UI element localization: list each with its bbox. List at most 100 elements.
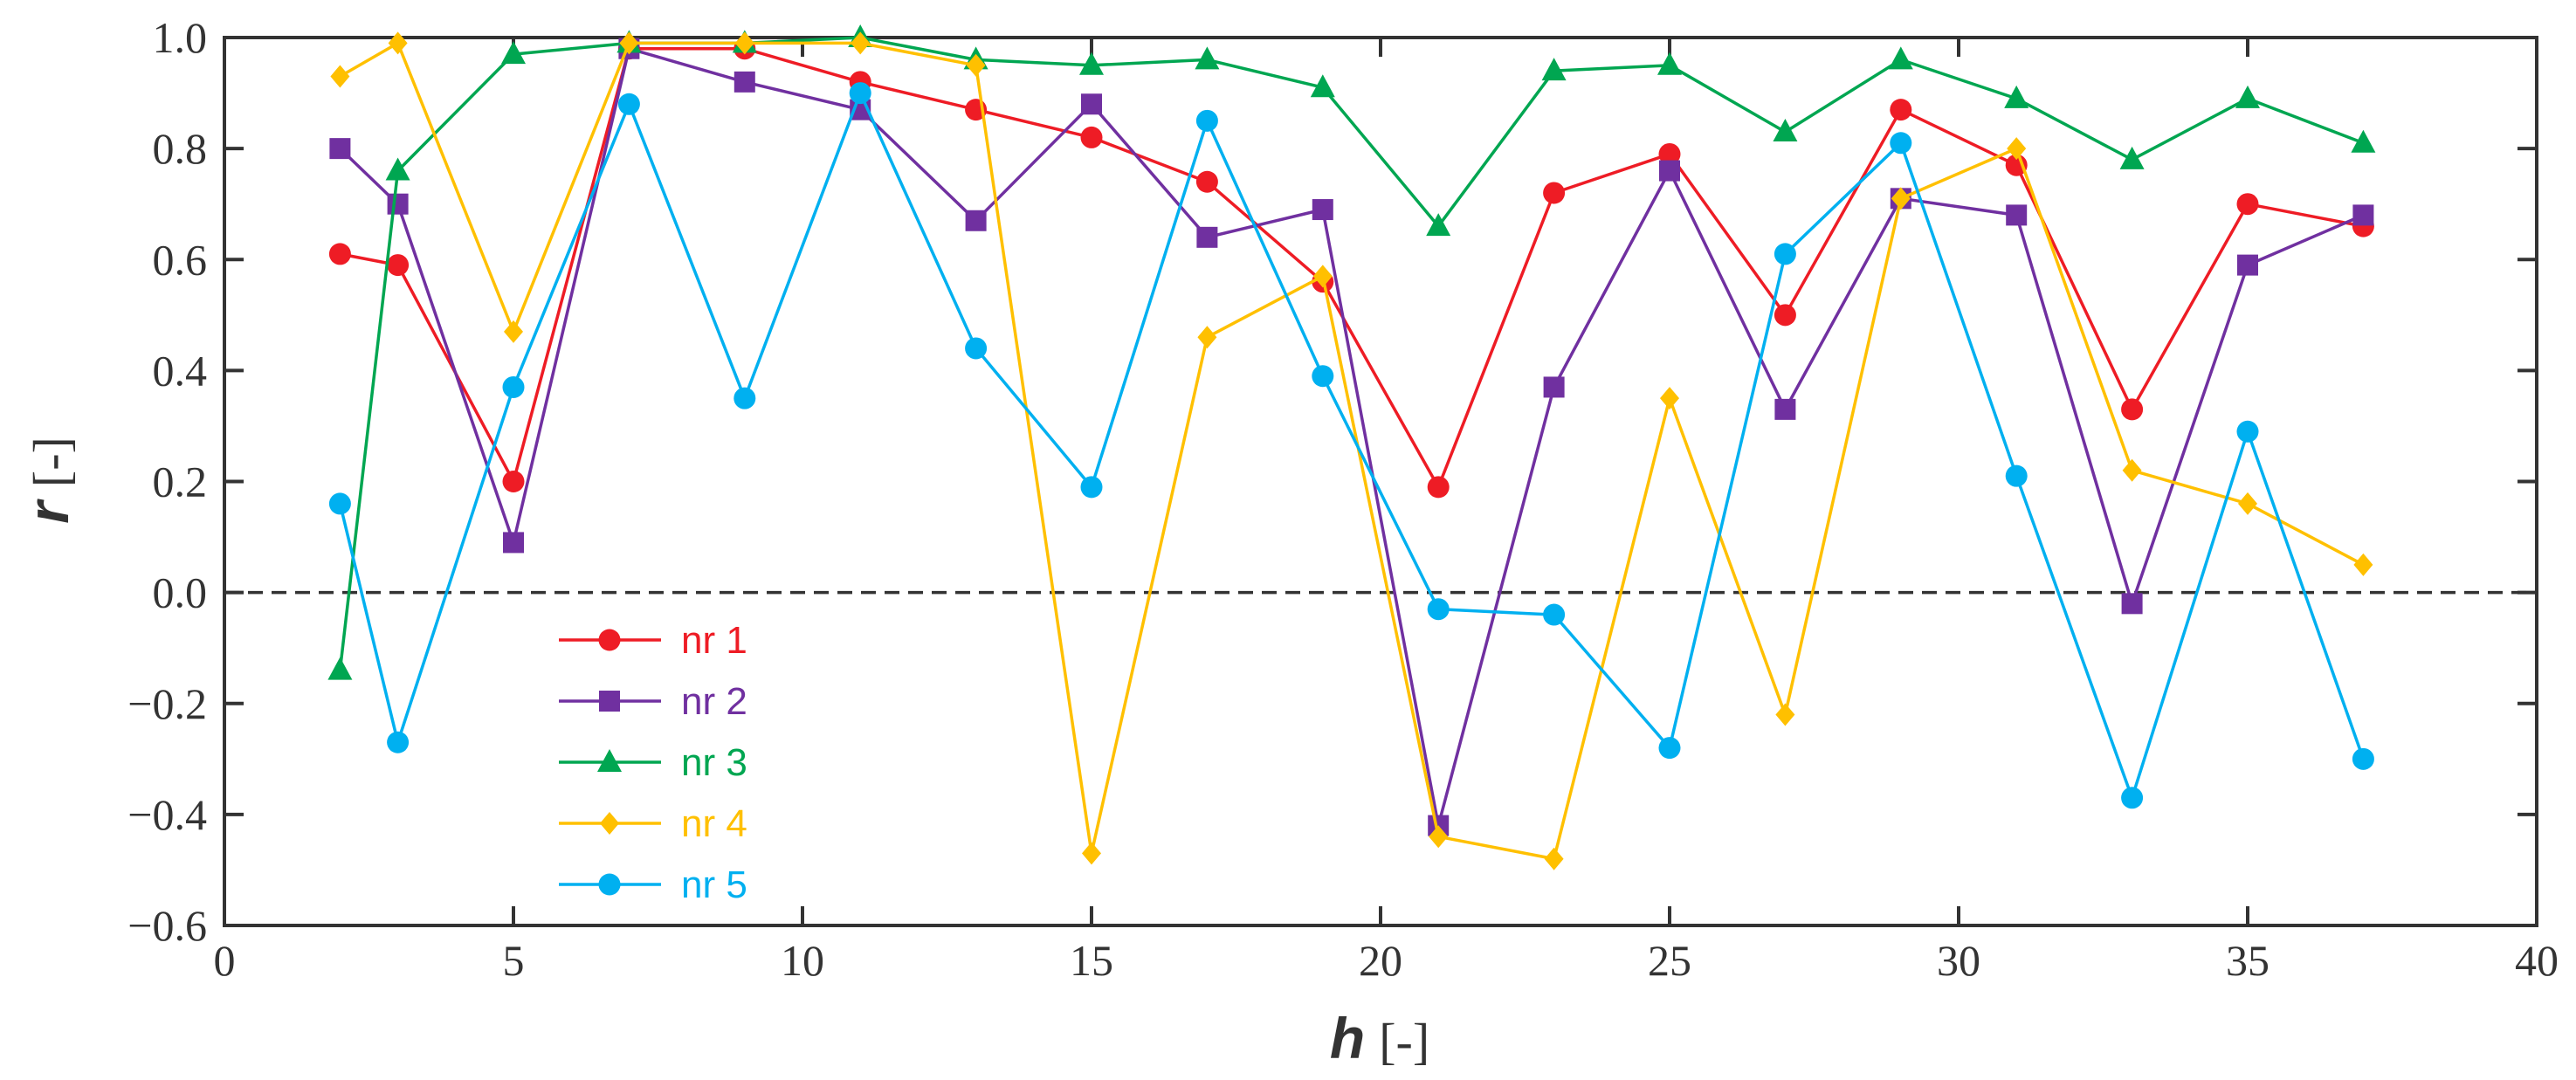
data-point	[2236, 193, 2259, 216]
data-point	[387, 731, 410, 753]
data-point	[1081, 93, 1102, 115]
data-point	[1774, 398, 1796, 420]
data-point	[2121, 787, 2144, 809]
series-4	[330, 31, 2373, 870]
data-point	[330, 65, 350, 88]
data-point	[1082, 842, 1101, 865]
data-point	[388, 31, 408, 55]
data-point	[1195, 46, 1220, 70]
data-point	[2121, 398, 2144, 421]
data-point	[849, 82, 871, 105]
data-point	[1427, 598, 1450, 621]
data-point	[1196, 226, 1218, 248]
y-tick-label: 1.0	[153, 13, 208, 62]
legend-swatch-marker	[600, 812, 619, 835]
y-tick-label: 0.8	[153, 124, 208, 173]
y-tick-label: 0.2	[153, 457, 208, 506]
data-point	[2007, 137, 2027, 161]
legend-label: nr 1	[681, 619, 747, 662]
data-point	[734, 31, 754, 55]
data-point	[1310, 74, 1335, 98]
data-point	[734, 387, 756, 409]
data-point	[501, 41, 526, 65]
y-tick-label: −0.4	[127, 790, 207, 839]
data-point	[1429, 825, 1449, 849]
axes: 0 5 10 15 20 25 30 35 40 −0.6 −0.4 −0.2 0.0 0.2 0.4 0.6…	[127, 13, 2559, 985]
data-point	[966, 53, 986, 77]
data-point	[965, 337, 988, 360]
legend-swatch-marker	[598, 629, 621, 651]
axis-titles: h [-] r [-]	[16, 437, 1429, 1070]
data-point	[1080, 476, 1103, 499]
legend-swatch-marker	[598, 873, 621, 896]
series-line	[338, 36, 2365, 671]
series-line	[338, 91, 2366, 800]
data-point	[2353, 553, 2373, 576]
legend-item-2: nr 2	[559, 680, 747, 723]
data-point	[1775, 703, 1795, 726]
data-point	[1426, 213, 1451, 237]
legend-item-3: nr 3	[559, 741, 747, 784]
data-point	[1659, 160, 1680, 182]
data-point	[503, 532, 524, 554]
data-point	[1657, 52, 1682, 75]
data-point	[1544, 847, 1564, 870]
legend-label: nr 3	[681, 741, 747, 784]
data-point	[1774, 243, 1796, 265]
data-point	[2004, 85, 2029, 108]
y-axis-unit: [-]	[23, 437, 79, 487]
legend-label: nr 2	[681, 680, 747, 723]
data-point	[1079, 52, 1104, 75]
data-point	[1197, 326, 1217, 349]
y-tick-label: −0.2	[127, 679, 207, 728]
data-point	[1658, 142, 1681, 165]
x-tick-label: 30	[1937, 936, 1980, 985]
data-point	[1543, 376, 1565, 398]
data-point	[851, 31, 871, 55]
series-5	[328, 82, 2374, 809]
legend: nr 1 nr 2 nr 3 nr 4 nr 5	[559, 619, 747, 906]
data-point	[2006, 204, 2028, 226]
data-point	[328, 243, 351, 265]
data-point	[1541, 58, 1567, 81]
x-axis-title: h [-]	[1330, 1006, 1429, 1070]
x-axis-symbol: h	[1330, 1006, 1365, 1070]
data-point	[2235, 85, 2260, 108]
plot-frame	[223, 36, 2538, 927]
legend-swatch-marker	[599, 691, 620, 712]
data-point	[1660, 387, 1679, 410]
data-point	[1080, 126, 1103, 148]
data-point	[329, 138, 351, 160]
data-point	[619, 31, 639, 55]
legend-item-4: nr 4	[559, 802, 747, 845]
x-tick-label: 20	[1359, 936, 1402, 985]
y-tick-label: 0.4	[153, 346, 208, 395]
data-point	[1658, 737, 1681, 760]
data-point	[1543, 182, 1566, 204]
y-tick-label: −0.6	[127, 901, 207, 950]
data-point	[2119, 146, 2145, 169]
data-point	[2352, 747, 2374, 770]
x-tick-label: 15	[1070, 936, 1113, 985]
y-tick-label: 0.6	[153, 235, 208, 284]
data-point	[734, 71, 755, 93]
data-point	[1890, 99, 1912, 121]
data-point	[2351, 129, 2376, 153]
data-point	[1312, 365, 1334, 388]
data-point	[1195, 170, 1218, 193]
data-point	[965, 210, 987, 231]
series-layer	[327, 24, 2376, 870]
data-point	[385, 157, 410, 181]
data-point	[1543, 603, 1566, 626]
data-point	[2237, 254, 2258, 276]
data-point	[328, 492, 351, 515]
y-axis-symbol: r	[16, 499, 80, 524]
data-point	[387, 193, 409, 215]
x-tick-label: 40	[2515, 936, 2559, 985]
x-axis-unit: [-]	[1379, 1013, 1429, 1070]
data-point	[2121, 593, 2143, 615]
data-point	[1890, 132, 1912, 155]
data-point	[1195, 109, 1218, 132]
y-axis-title: r [-]	[16, 437, 80, 524]
